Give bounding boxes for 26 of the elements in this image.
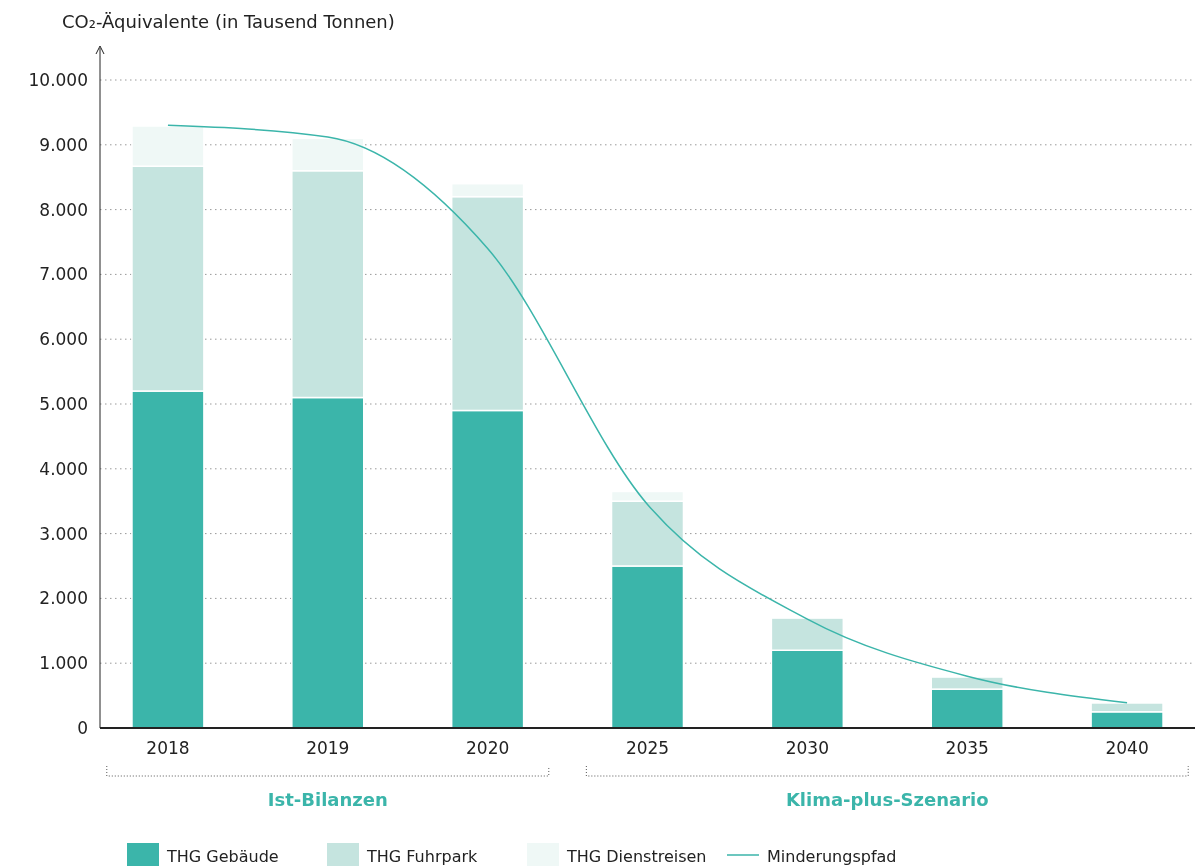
text: Klima-plus-Szenario [785,789,989,810]
x-tick-label: 2035 [945,738,989,759]
x-tick-label: 2020 [466,738,510,759]
text: Ist-Bilanzen [267,789,388,810]
y-tick-label: 4.000 [39,458,88,479]
y-tick-label: 2.000 [39,588,88,609]
x-tick-label: 2018 [146,738,190,759]
x-tick-label: 2019 [306,738,350,759]
y-tick-label: 9.000 [39,134,88,155]
legend-label: THG Fuhrpark [366,847,479,866]
y-tick-label: 6.000 [39,329,88,350]
y-tick-label: 7.000 [39,264,88,285]
y-tick-label: 10.000 [28,69,88,90]
y-tick-label: 3.000 [39,523,88,544]
legend-label: THG Dienstreisen [566,847,707,866]
y-tick-label: 5.000 [39,393,88,414]
y-tick-label: 0 [77,717,88,738]
x-tick-label: 2040 [1105,738,1149,759]
x-tick-label: 2030 [785,738,829,759]
y-tick-label: 1.000 [39,653,88,674]
line-series [167,124,1128,704]
y-axis-title: CO₂-Äquivalente (in Tausend Tonnen) [62,11,395,32]
legend-label: THG Gebäude [166,847,279,866]
y-tick-label: 8.000 [39,199,88,220]
legend-label: Minderungspfad [767,847,897,866]
x-tick-label: 2025 [625,738,670,759]
